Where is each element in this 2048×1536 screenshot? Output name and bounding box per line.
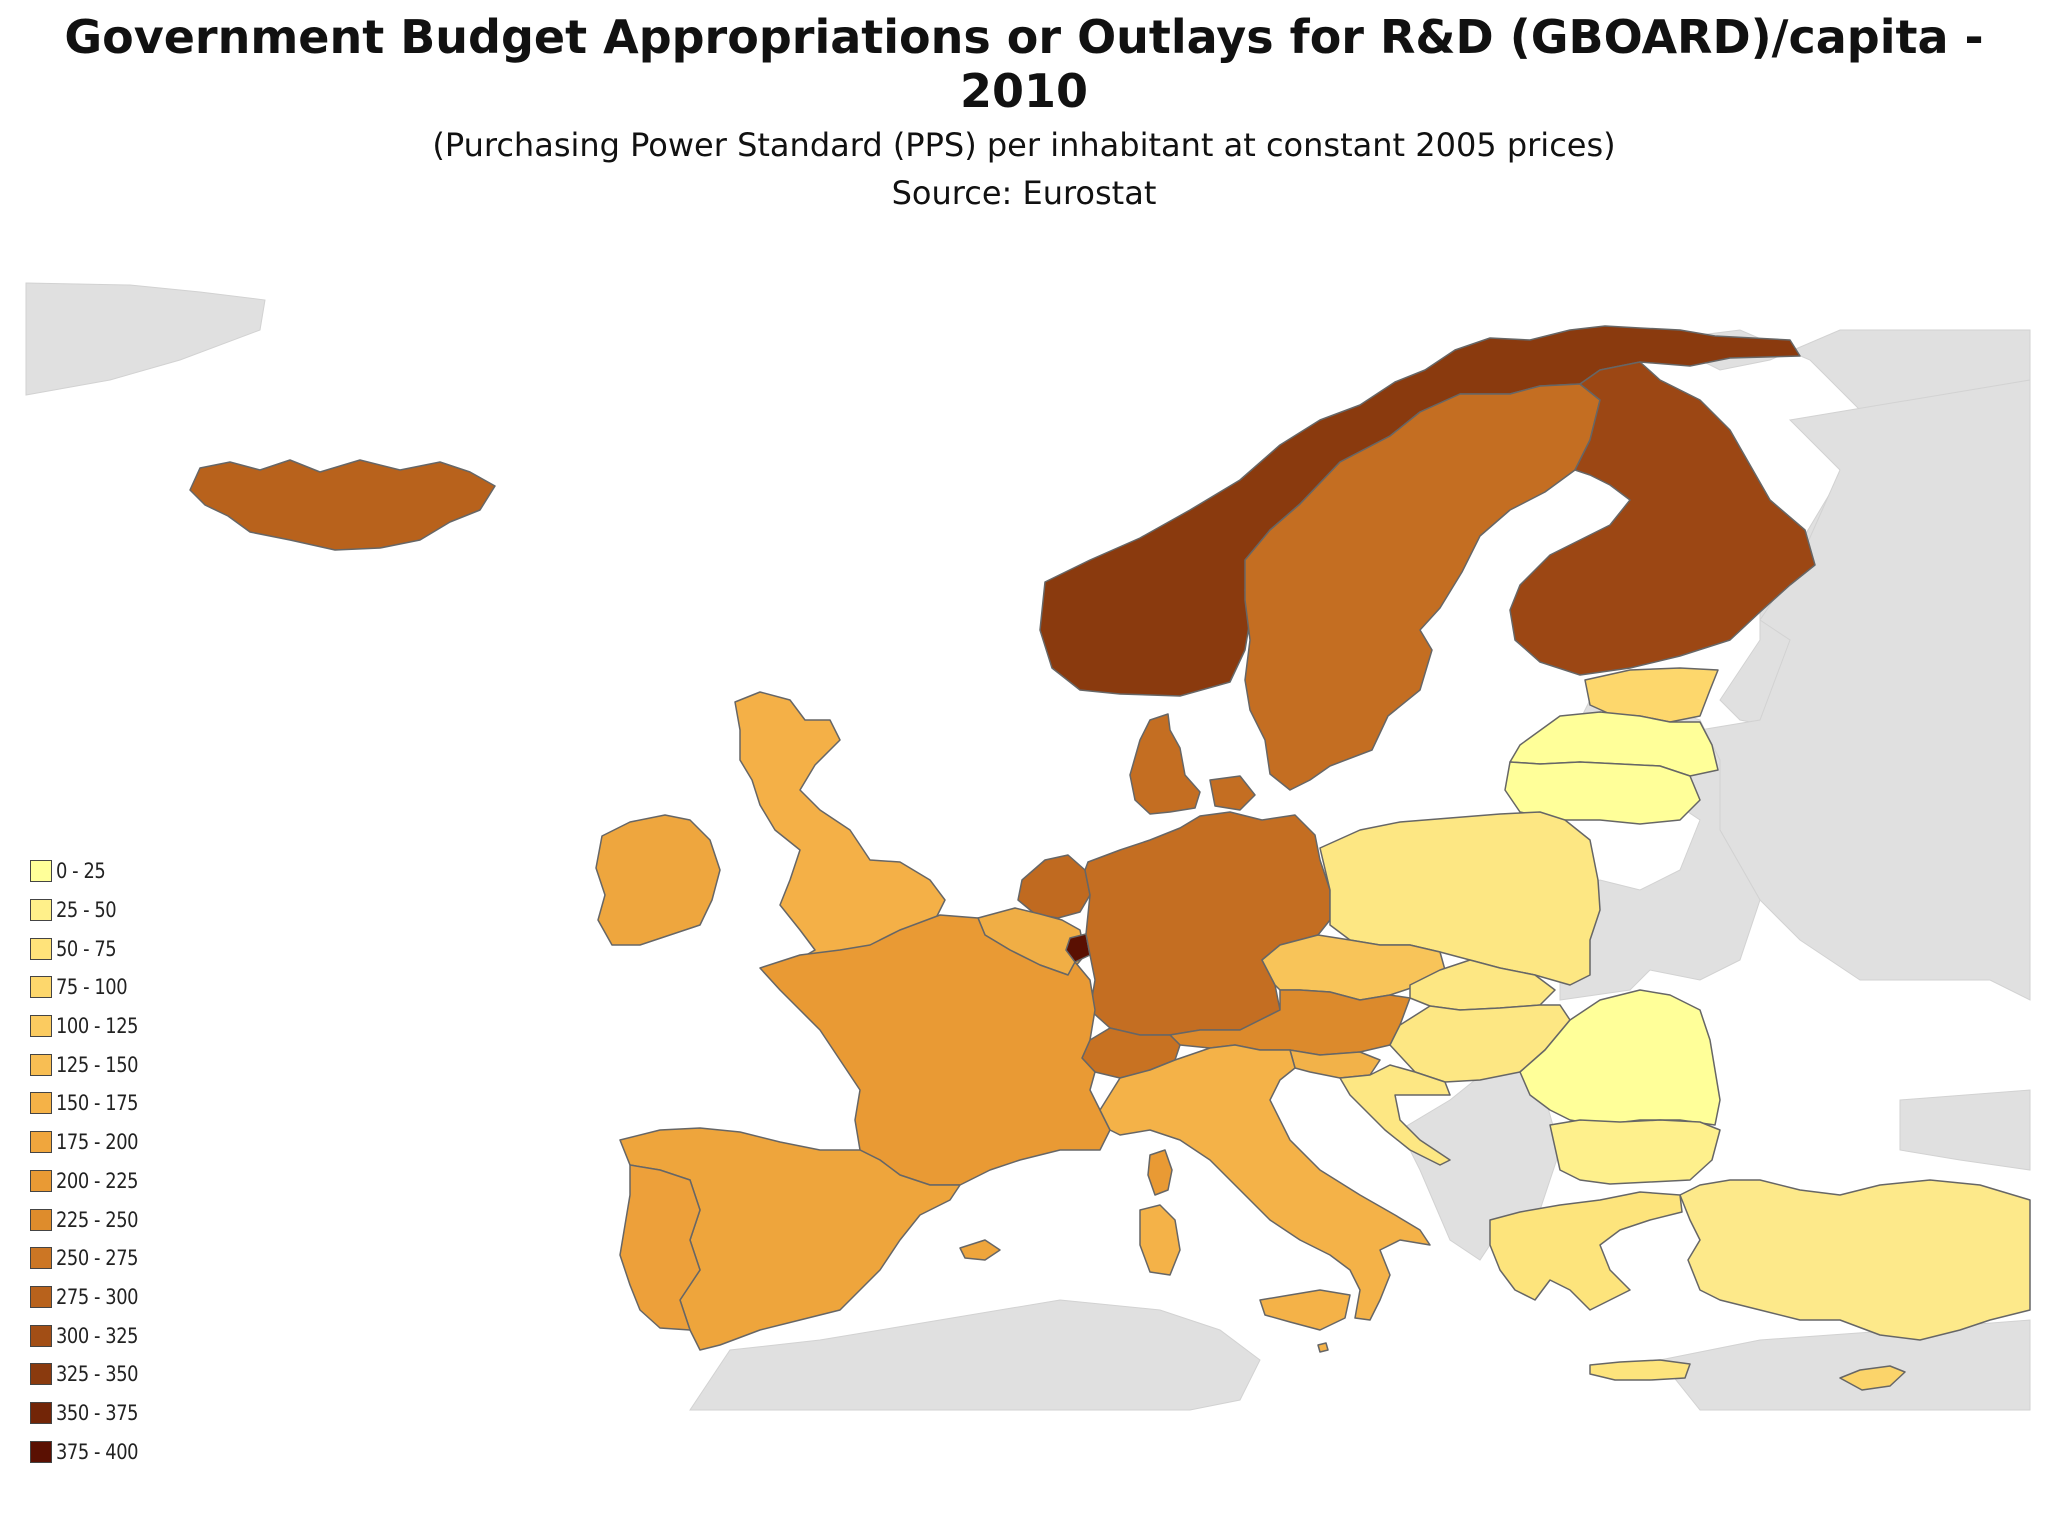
legend-label: 200 - 225: [56, 1168, 139, 1193]
legend-item: 275 - 300: [30, 1278, 153, 1317]
legend-label: 375 - 400: [56, 1439, 139, 1464]
legend-swatch: [30, 1015, 52, 1038]
legend-label: 100 - 125: [56, 1014, 139, 1039]
country-hungary: [1389, 1004, 1571, 1083]
country-italy-sicily: [1259, 1289, 1351, 1331]
country-malta: [1317, 1342, 1329, 1353]
country-denmark-islands: [1209, 775, 1256, 811]
legend-swatch: [30, 1053, 52, 1076]
legend-label: 275 - 300: [56, 1284, 139, 1309]
country-slovenia: [1289, 1049, 1381, 1079]
country-greece: [1489, 1191, 1683, 1311]
countries: [189, 325, 2031, 1391]
legend-label: 0 - 25: [56, 859, 106, 884]
legend-label: 75 - 100: [56, 975, 128, 1000]
legend-label: 350 - 375: [56, 1400, 139, 1425]
country-netherlands: [1017, 854, 1091, 919]
country-turkey: [1679, 1179, 2031, 1341]
country-france-corsica: [1147, 1149, 1173, 1196]
no-data-land: [25, 282, 2031, 1411]
country-iceland: [189, 459, 496, 551]
country-norway: [1039, 325, 1801, 697]
legend-swatch: [30, 1285, 52, 1308]
legend-item: 0 - 25: [30, 852, 153, 891]
legend-swatch: [30, 1440, 52, 1463]
legend-swatch: [30, 976, 52, 999]
source-note: Source: Eurostat: [891, 174, 1157, 212]
legend-swatch: [30, 1131, 52, 1154]
legend-item: 175 - 200: [30, 1123, 153, 1162]
country-italy-sardinia: [1139, 1204, 1181, 1276]
country-spain-balearics: [959, 1239, 1001, 1261]
legend-label: 250 - 275: [56, 1246, 139, 1271]
country-finland: [1509, 361, 1816, 676]
legend-label: 300 - 325: [56, 1323, 139, 1348]
legend-item: 200 - 225: [30, 1162, 153, 1201]
legend-swatch: [30, 899, 52, 922]
legend-swatch: [30, 1363, 52, 1386]
legend-label: 25 - 50: [56, 898, 117, 923]
legend-item: 50 - 75: [30, 929, 153, 968]
country-romania: [1519, 989, 1721, 1126]
legend-swatch: [30, 1401, 52, 1424]
legend-label: 50 - 75: [56, 936, 117, 961]
legend-item: 375 - 400: [30, 1432, 153, 1471]
country-estonia: [1584, 667, 1719, 723]
country-croatia: [1339, 1064, 1451, 1166]
legend-label: 175 - 200: [56, 1130, 139, 1155]
country-portugal: [619, 1164, 701, 1331]
country-bulgaria: [1549, 1119, 1721, 1185]
legend-swatch: [30, 1247, 52, 1270]
greenland-land: [25, 282, 266, 396]
legend-label: 125 - 150: [56, 1052, 139, 1077]
legend-item: 300 - 325: [30, 1316, 153, 1355]
page-subtitle: (Purchasing Power Standard (PPS) per inh…: [432, 126, 1616, 164]
legend: 0 - 25 25 - 50 50 - 75 75 - 100 100 - 125 125…: [30, 852, 153, 1471]
caucasus-land: [1899, 1089, 2031, 1171]
legend-swatch: [30, 1092, 52, 1115]
legend-label: 325 - 350: [56, 1362, 139, 1387]
legend-swatch: [30, 1169, 52, 1192]
country-denmark: [1129, 713, 1201, 815]
country-luxembourg: [1065, 933, 1091, 963]
country-france: [759, 914, 1111, 1186]
legend-item: 25 - 50: [30, 891, 153, 930]
legend-swatch: [30, 1324, 52, 1347]
legend-item: 100 - 125: [30, 1007, 153, 1046]
legend-item: 225 - 250: [30, 1200, 153, 1239]
country-slovakia: [1409, 959, 1556, 1011]
page-title: Government Budget Appropriations or Outl…: [64, 10, 1984, 118]
legend-swatch: [30, 860, 52, 883]
country-sweden: [1244, 383, 1601, 791]
legend-item: 325 - 350: [30, 1355, 153, 1394]
country-italy: [1099, 1044, 1431, 1321]
country-cyprus: [1839, 1365, 1906, 1391]
legend-label: 225 - 250: [56, 1207, 139, 1232]
north-africa-land: [689, 1299, 1261, 1411]
legend-item: 150 - 175: [30, 1084, 153, 1123]
middle-east-land: [1659, 1319, 2031, 1411]
legend-item: 75 - 100: [30, 968, 153, 1007]
legend-item: 350 - 375: [30, 1394, 153, 1433]
country-ireland: [595, 814, 721, 946]
legend-item: 125 - 150: [30, 1045, 153, 1084]
legend-swatch: [30, 1208, 52, 1231]
header: Government Budget Appropriations or Outl…: [0, 10, 2048, 212]
legend-item: 250 - 275: [30, 1239, 153, 1278]
legend-swatch: [30, 937, 52, 960]
legend-label: 150 - 175: [56, 1091, 139, 1116]
country-greece-crete: [1589, 1359, 1691, 1381]
